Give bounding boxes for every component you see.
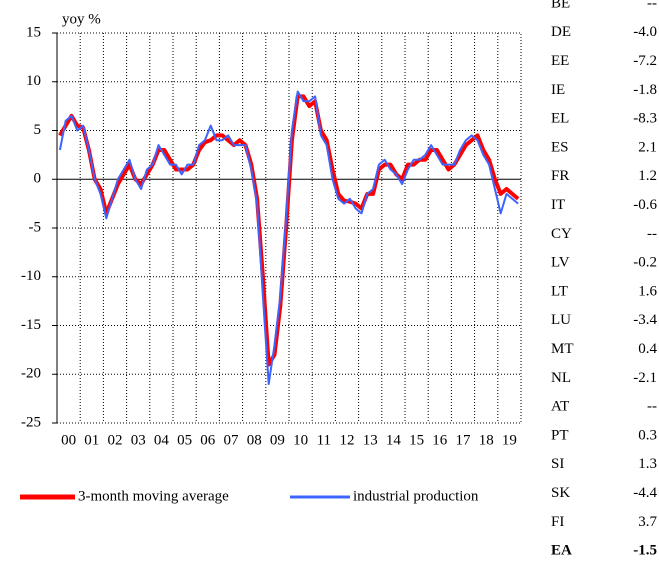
table-value: -3.4 [633, 312, 657, 328]
x-tick-label: 03 [131, 432, 146, 448]
y-tick-label: 10 [26, 73, 41, 89]
legend-label: 3-month moving average [78, 488, 229, 504]
y-tick-label: -10 [21, 268, 41, 284]
x-tick-label: 07 [224, 432, 240, 448]
x-tick-label: 09 [270, 432, 285, 448]
x-tick-label: 19 [502, 432, 517, 448]
x-tick-label: 12 [340, 432, 355, 448]
table-country: LV [551, 255, 570, 271]
table-country: MT [551, 341, 574, 357]
table-country: AT [551, 399, 569, 415]
x-tick-label: 16 [432, 432, 448, 448]
x-tick-label: 18 [479, 432, 494, 448]
table-country: ES [551, 139, 569, 155]
table-value: 0.4 [638, 341, 657, 357]
x-tick-label: 10 [293, 432, 308, 448]
x-tick-label: 05 [177, 432, 192, 448]
table-country: NL [551, 370, 571, 386]
table-value: -- [647, 0, 657, 11]
table-value: -- [647, 399, 657, 415]
x-tick-label: 11 [317, 432, 331, 448]
table-value: -1.5 [633, 543, 657, 559]
table-country: IE [551, 82, 565, 98]
table-value: -0.2 [633, 255, 657, 271]
table-country: EE [551, 53, 569, 69]
x-tick-label: 01 [84, 432, 99, 448]
y-tick-label: -15 [21, 317, 41, 333]
table-value: 1.2 [638, 168, 657, 184]
table-country: IT [551, 197, 565, 213]
table-value: -4.0 [633, 24, 657, 40]
table-value: 1.6 [638, 283, 657, 299]
y-tick-label: -20 [21, 366, 41, 382]
table-value: -4.4 [633, 485, 657, 501]
table-value: 0.3 [638, 427, 657, 443]
x-tick-label: 04 [154, 432, 170, 448]
x-tick-label: 17 [456, 432, 472, 448]
x-tick-label: 13 [363, 432, 378, 448]
table-value: -2.1 [633, 370, 657, 386]
y-tick-label: 5 [34, 122, 42, 138]
table-value: -- [647, 226, 657, 242]
table-value: 2.1 [638, 139, 657, 155]
x-tick-label: 00 [61, 432, 76, 448]
table-country: PT [551, 427, 569, 443]
table-value: -1.8 [633, 82, 657, 98]
table-country: FI [551, 514, 564, 530]
table-value: 1.3 [638, 456, 657, 472]
y-tick-label: 15 [26, 24, 41, 40]
table-country: FR [551, 168, 569, 184]
x-tick-label: 06 [200, 432, 216, 448]
x-tick-label: 15 [409, 432, 424, 448]
x-tick-label: 02 [108, 432, 123, 448]
table-country: EL [551, 111, 569, 127]
y-axis-label: yoy % [62, 11, 101, 27]
table-country: EA [551, 543, 572, 559]
table-country: SI [551, 456, 564, 472]
table-country: CY [551, 226, 572, 242]
table-country: BE [551, 0, 570, 11]
table-value: -8.3 [633, 111, 657, 127]
y-tick-label: -25 [21, 414, 41, 430]
x-tick-label: 08 [247, 432, 262, 448]
legend-label: industrial production [353, 488, 479, 504]
table-value: -7.2 [633, 53, 657, 69]
table-country: SK [551, 485, 570, 501]
table-country: DE [551, 24, 571, 40]
table-value: -0.6 [633, 197, 657, 213]
table-country: LT [551, 283, 568, 299]
table-country: LU [551, 312, 571, 328]
line-series [58, 90, 519, 385]
table-value: 3.7 [638, 514, 657, 530]
x-tick-label: 14 [386, 432, 402, 448]
y-tick-label: -5 [29, 219, 42, 235]
y-tick-label: 0 [34, 171, 42, 187]
